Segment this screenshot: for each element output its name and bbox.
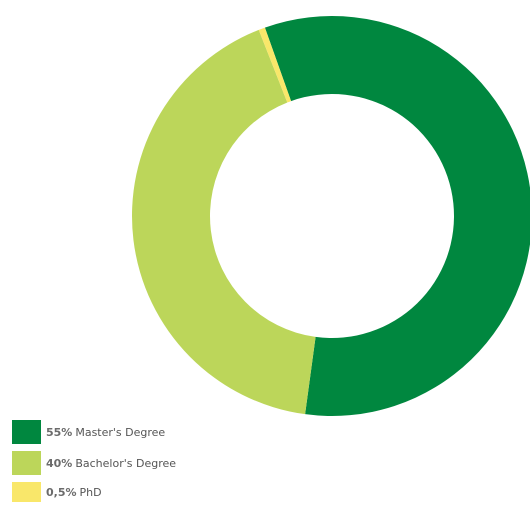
legend-label-masters: Master's Degree: [75, 425, 166, 439]
legend-pct-phd: 0,5%: [46, 485, 77, 499]
slice-phd: [258, 27, 292, 103]
slice-masters: [264, 16, 530, 416]
legend-label-bachelors: Bachelor's Degree: [75, 456, 177, 470]
legend-item-phd: 0,5% PhD: [12, 482, 176, 502]
legend: 55% Master's Degree 40% Bachelor's Degre…: [12, 420, 176, 509]
legend-swatch-masters: [12, 420, 41, 444]
legend-item-bachelors: 40% Bachelor's Degree: [12, 451, 176, 475]
slice-bachelors: [132, 29, 316, 415]
legend-swatch-phd: [12, 482, 41, 502]
legend-swatch-bachelors: [12, 451, 41, 475]
legend-item-masters: 55% Master's Degree: [12, 420, 176, 444]
legend-label-phd: PhD: [79, 485, 102, 499]
legend-pct-masters: 55%: [46, 425, 73, 439]
legend-pct-bachelors: 40%: [46, 456, 73, 470]
